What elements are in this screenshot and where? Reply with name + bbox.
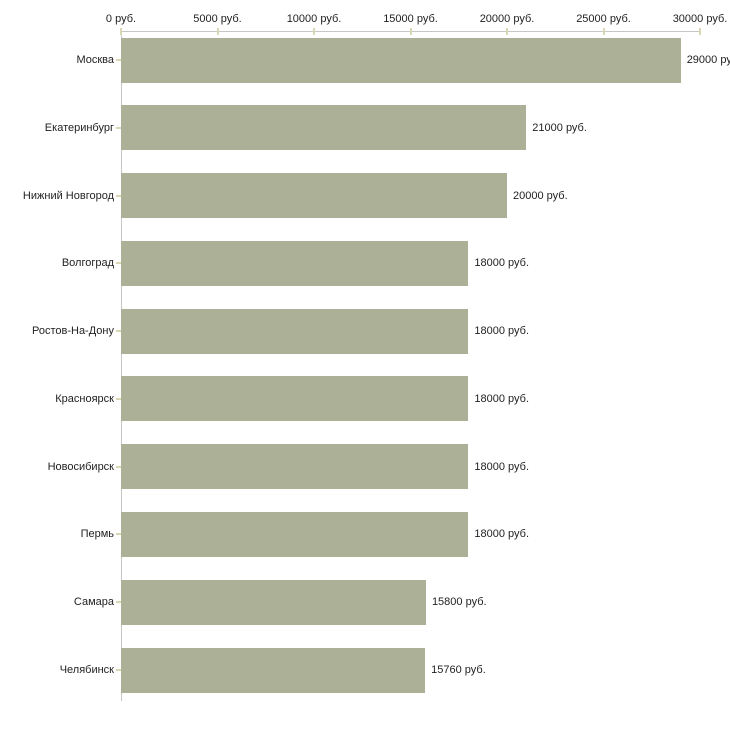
x-tick-label: 10000 руб. [286, 13, 342, 25]
x-tick-label: 15000 руб. [383, 13, 438, 25]
value-label: 18000 руб. [474, 528, 530, 541]
y-axis-line [121, 31, 122, 701]
y-tick-mark [116, 669, 121, 672]
value-label: 18000 руб. [474, 257, 530, 270]
category-label: Ростов-На-Дону [31, 325, 114, 338]
x-tick-mark [506, 28, 508, 35]
value-label: 21000 руб. [532, 121, 587, 134]
x-tick-label: 5000 руб. [193, 13, 242, 25]
category-label: Самара [73, 596, 114, 609]
bar-7 [121, 444, 469, 490]
value-label: 20000 руб. [513, 189, 568, 202]
y-tick-mark [116, 262, 121, 265]
x-tick-label: 25000 руб. [576, 13, 631, 25]
y-tick-mark [116, 126, 121, 129]
value-label: 15800 руб. [431, 596, 487, 609]
bar-5 [121, 308, 469, 354]
bar-3 [121, 173, 507, 219]
value-label: 18000 руб. [474, 325, 530, 338]
category-label: Новосибирск [47, 460, 114, 473]
bar-10 [121, 647, 426, 693]
bar-1 [121, 37, 681, 83]
category-label: Нижний Новгород [22, 189, 114, 202]
category-label: Екатеринбург [44, 121, 114, 134]
y-tick-mark [116, 397, 121, 400]
y-tick-mark [116, 533, 121, 536]
x-tick-mark [216, 28, 219, 35]
category-label: Москва [76, 54, 114, 66]
x-tick-label: 30000 руб. [672, 13, 728, 25]
x-tick-mark [602, 28, 605, 35]
x-tick-mark [409, 28, 412, 35]
bar-6 [121, 376, 469, 422]
y-tick-mark [116, 601, 121, 604]
value-label: 18000 руб. [474, 460, 530, 473]
y-tick-mark [116, 194, 121, 197]
x-tick-mark [313, 28, 315, 35]
category-label: Красноярск [55, 392, 114, 405]
category-label: Пермь [80, 528, 114, 541]
bar-4 [121, 240, 469, 286]
y-tick-mark [116, 465, 121, 468]
x-tick-label: 0 руб. [105, 13, 137, 25]
category-label: Волгоград [61, 257, 114, 270]
x-tick-label: 20000 руб. [479, 13, 535, 25]
category-label: Челябинск [59, 664, 114, 677]
x-tick-mark [120, 28, 122, 35]
bar-8 [121, 511, 469, 557]
y-tick-mark [116, 59, 121, 61]
x-tick-mark [699, 28, 701, 35]
value-label: 18000 руб. [474, 392, 530, 405]
value-label: 15760 руб. [431, 664, 486, 677]
bar-2 [121, 105, 527, 151]
y-tick-mark [116, 330, 121, 333]
bar-9 [121, 579, 426, 625]
value-label: 29000 руб. [686, 54, 730, 66]
